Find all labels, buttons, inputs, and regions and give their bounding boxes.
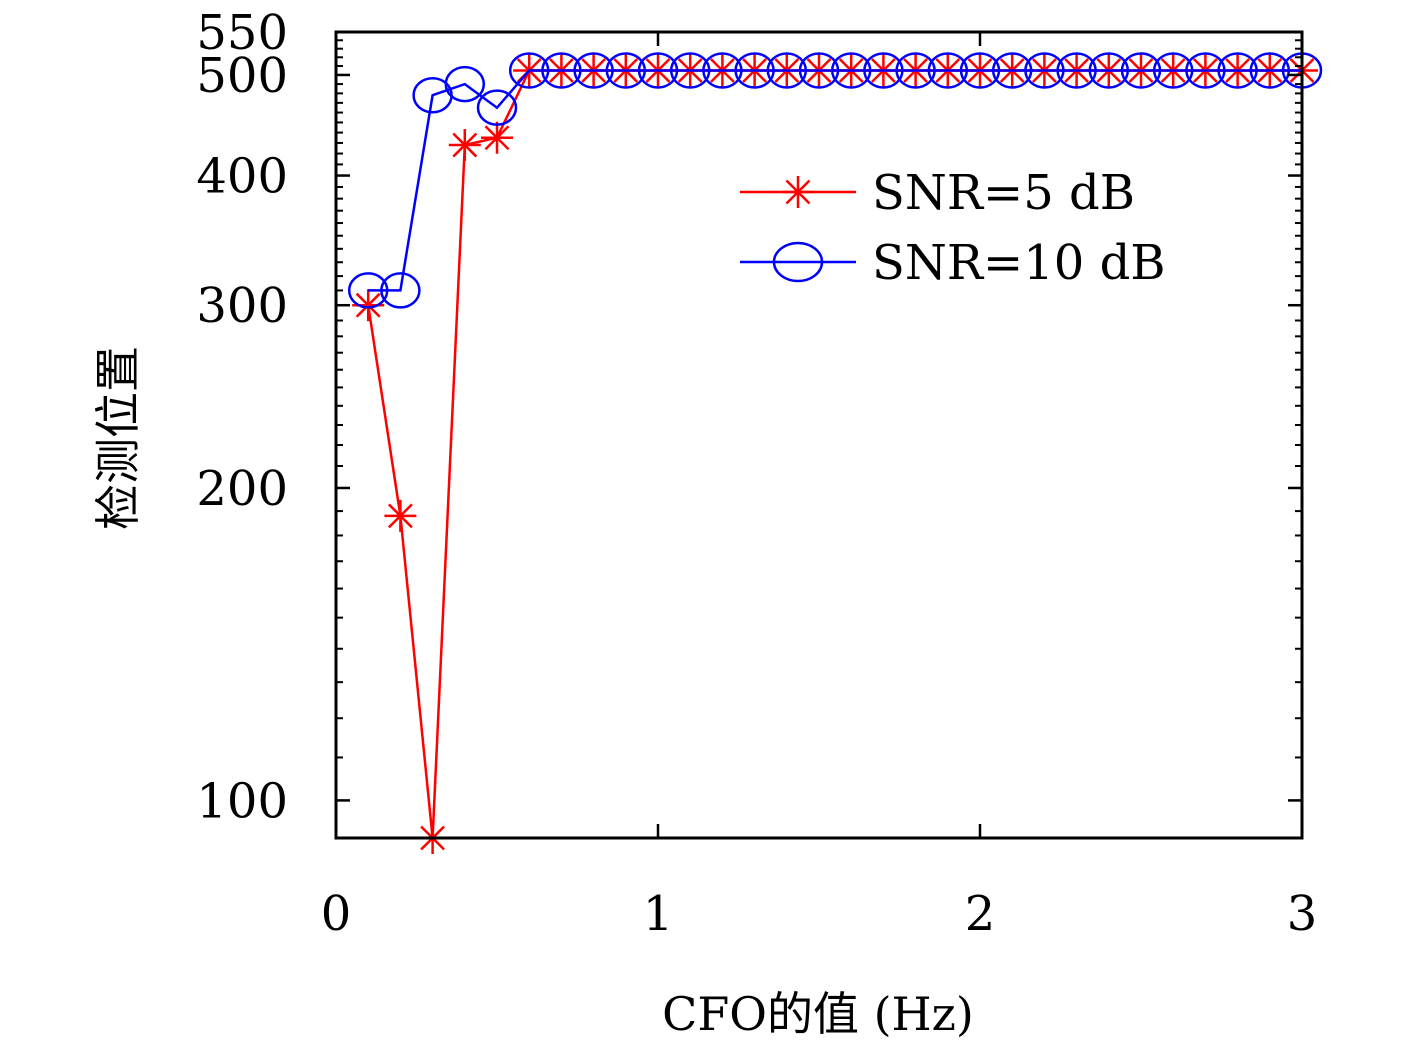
x-axis-label: CFO的值 (Hz) (662, 987, 974, 1041)
series-1-point-27 (1217, 52, 1258, 89)
series-line-1 (368, 69, 1302, 292)
x-tick-label: 3 (1287, 886, 1318, 942)
series-1-point-16 (863, 52, 904, 89)
plot-frame (334, 30, 1304, 840)
y-tick-label: 200 (196, 461, 288, 517)
legend-marker-asterisk (782, 176, 814, 208)
series-1-point-9 (637, 52, 679, 89)
series-0-point-1 (384, 499, 417, 532)
asterisk-stroke (387, 503, 413, 529)
asterisk-stroke (452, 132, 478, 158)
y-tick-label: 550 (196, 5, 288, 61)
series-1-point-21 (1024, 52, 1065, 89)
legend: SNR=5 dB SNR=10 dB (740, 165, 1166, 291)
series-1-point-11 (702, 52, 743, 89)
x-tick-label: 1 (643, 886, 674, 942)
series-1-point-18 (927, 52, 969, 89)
series-line-0 (366, 69, 1302, 839)
series-1-point-20 (991, 52, 1033, 89)
series-1-point-13 (766, 52, 808, 89)
series-0-point-3 (448, 129, 481, 162)
y-tick-label: 300 (196, 278, 288, 334)
asterisk-stroke (484, 125, 510, 151)
series-1-point-3 (444, 65, 486, 103)
series-1-point-26 (1185, 52, 1226, 89)
series-0-point-4 (481, 121, 513, 154)
series-1-point-7 (573, 52, 614, 89)
y-tick-label: 500 (196, 48, 288, 104)
series-1-point-0 (347, 272, 389, 309)
series-1-point-15 (830, 52, 872, 89)
series-1-point-28 (1249, 52, 1291, 89)
series-1-point-6 (541, 52, 582, 89)
legend-label-0: SNR=5 dB (872, 165, 1135, 221)
asterisk-stroke (355, 292, 381, 318)
legend-label-1: SNR=10 dB (872, 235, 1166, 291)
series-1-point-12 (734, 52, 775, 89)
series-1-point-19 (959, 52, 1001, 89)
asterisk-stroke (785, 179, 811, 205)
series-1-point-17 (895, 52, 936, 89)
series-layer (347, 52, 1323, 854)
series-1-point-4 (476, 89, 518, 126)
y-tick-label: 100 (196, 773, 288, 829)
series-1-point-1 (380, 272, 421, 309)
x-tick-label: 0 (321, 886, 352, 942)
series-1-point-23 (1088, 52, 1130, 89)
x-tick-label: 2 (965, 886, 996, 942)
series-1-point-8 (605, 52, 647, 89)
y-tick-label: 400 (196, 149, 288, 205)
series-1-point-5 (508, 52, 550, 89)
legend-marker-circle (772, 241, 824, 283)
series-1-point-24 (1120, 52, 1162, 89)
series-1-point-22 (1056, 52, 1097, 89)
series-1-point-14 (798, 52, 840, 89)
series-1-point-25 (1152, 52, 1194, 89)
series-1-point-10 (669, 52, 711, 89)
y-axis-label: 检测位置 (91, 346, 145, 530)
